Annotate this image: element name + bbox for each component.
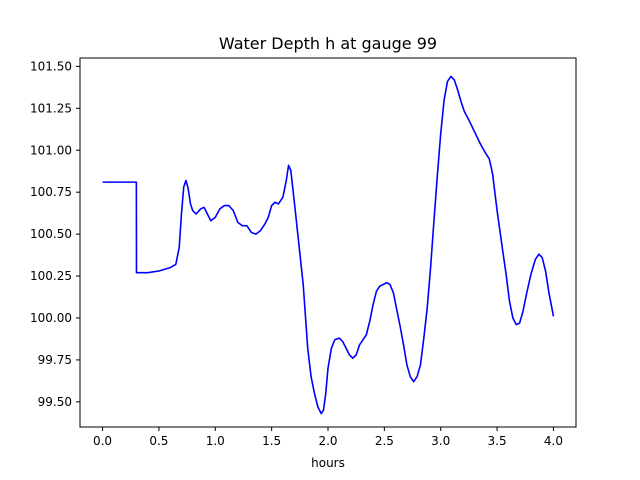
plot-area (102, 75, 555, 415)
y-tick-label: 101.50 (30, 59, 72, 73)
x-axis: 0.0 0.5 1.0 1.5 2.0 2.5 3.0 3.5 4.0 (93, 427, 563, 448)
x-tick-label: 1.0 (206, 434, 225, 448)
x-tick-label: 1.5 (262, 434, 281, 448)
x-tick-label: 0.5 (149, 434, 168, 448)
x-tick-label: 2.0 (318, 434, 337, 448)
x-tick-label: 0.0 (93, 434, 112, 448)
x-tick-label: 2.5 (375, 434, 394, 448)
y-tick-label: 100.75 (30, 185, 72, 199)
chart-title: Water Depth h at gauge 99 (219, 34, 437, 53)
x-tick-label: 4.0 (544, 434, 563, 448)
y-tick-label: 101.25 (30, 101, 72, 115)
x-tick-label: 3.0 (431, 434, 450, 448)
x-tick-label: 3.5 (488, 434, 507, 448)
x-axis-label: hours (311, 456, 345, 470)
y-tick-label: 100.00 (30, 311, 72, 325)
y-tick-label: 99.50 (38, 395, 72, 409)
y-tick-label: 100.25 (30, 269, 72, 283)
y-tick-label: 101.00 (30, 143, 72, 157)
y-axis: 99.50 99.75 100.00 100.25 100.50 100.75 101.00… (30, 59, 80, 409)
y-tick-label: 99.75 (38, 353, 72, 367)
series-line-0 (102, 75, 555, 415)
plot-frame (79, 57, 577, 428)
y-tick-label: 100.50 (30, 227, 72, 241)
